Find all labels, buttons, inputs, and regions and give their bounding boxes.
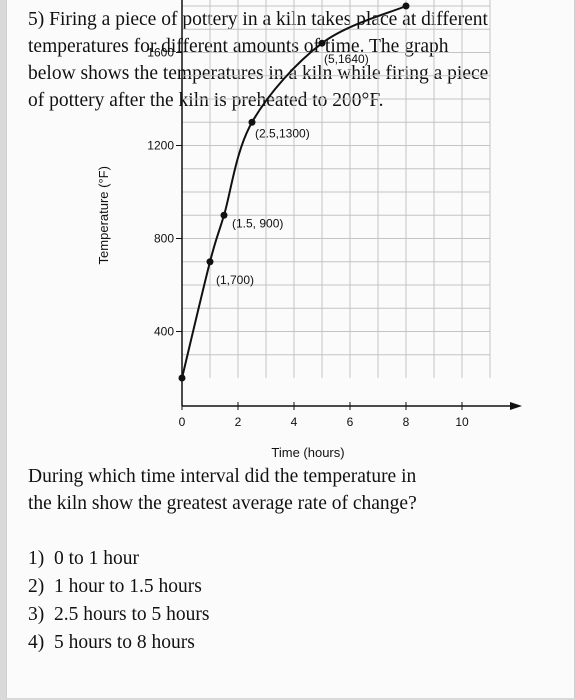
choice-number: 3) (28, 604, 45, 625)
choice-text: 1 hour to 1.5 hours (54, 576, 202, 597)
data-point-label: (5,1640) (324, 52, 369, 66)
answer-choice-4[interactable]: 4) 5 hours to 8 hours (28, 629, 428, 657)
data-point (318, 39, 326, 47)
question-line: below shows the temperatures in a kiln w… (28, 63, 489, 84)
answer-choice-1[interactable]: 1) 0 to 1 hour (28, 545, 428, 573)
choice-text: 5 hours to 8 hours (54, 632, 195, 653)
graph-axes: 0 2 4 6 8 10 400 800 1200 1600 Time (hours) Tempera… (96, 0, 522, 460)
x-axis-title: Time (hours) (271, 445, 344, 460)
data-point (248, 118, 256, 126)
prompt-line: During which time interval did the tempe… (28, 466, 417, 487)
prompt-line: the kiln show the greatest average rate … (28, 493, 417, 514)
data-point-label: (1.5, 900) (232, 216, 283, 230)
answer-choice-2[interactable]: 2) 1 hour to 1.5 hours (28, 573, 428, 601)
x-tick-label: 4 (291, 415, 298, 429)
data-point-label: (1,700) (216, 273, 254, 287)
answer-choice-3[interactable]: 3) 2.5 hours to 5 hours (28, 601, 428, 629)
worksheet-page (6, 0, 575, 698)
data-point (220, 211, 228, 219)
y-tick-label: 400 (154, 325, 174, 339)
x-tick-label: 0 (179, 415, 186, 429)
choice-number: 1) (28, 548, 45, 569)
data-point (206, 258, 214, 266)
y-tick-label: 800 (154, 232, 174, 246)
graph-labels: (1,700)(1.5, 900)(2.5,1300)(5,1640)(8,18… (216, 52, 369, 287)
question-line: 5) Firing a piece of pottery in a kiln t… (28, 9, 488, 30)
x-tick-label: 2 (235, 415, 242, 429)
choice-number: 4) (28, 632, 45, 653)
y-tick-label: 1600 (147, 46, 174, 60)
data-point-start (178, 374, 186, 382)
y-tick-label: 1200 (147, 139, 174, 153)
choice-text: 2.5 hours to 5 hours (54, 604, 210, 625)
x-axis-arrow (510, 402, 522, 410)
temperature-curve (181, 5, 407, 379)
choice-text: 0 to 1 hour (54, 548, 140, 569)
x-tick-label: 10 (455, 415, 469, 429)
graph-curve (178, 2, 410, 382)
x-tick-label: 8 (403, 415, 410, 429)
y-axis-title: Temperature (°F) (96, 166, 111, 264)
answer-choices: 1) 0 to 1 hour 2) 1 hour to 1.5 hours 3) 2.… (28, 545, 428, 657)
data-point (402, 2, 410, 10)
choice-number: 2) (28, 576, 45, 597)
data-point-label: (2.5,1300) (255, 126, 310, 140)
prompt-text: During which time interval did the tempe… (28, 463, 558, 517)
x-tick-label: 6 (347, 415, 354, 429)
question-line: of pottery after the kiln is preheated t… (28, 90, 384, 111)
